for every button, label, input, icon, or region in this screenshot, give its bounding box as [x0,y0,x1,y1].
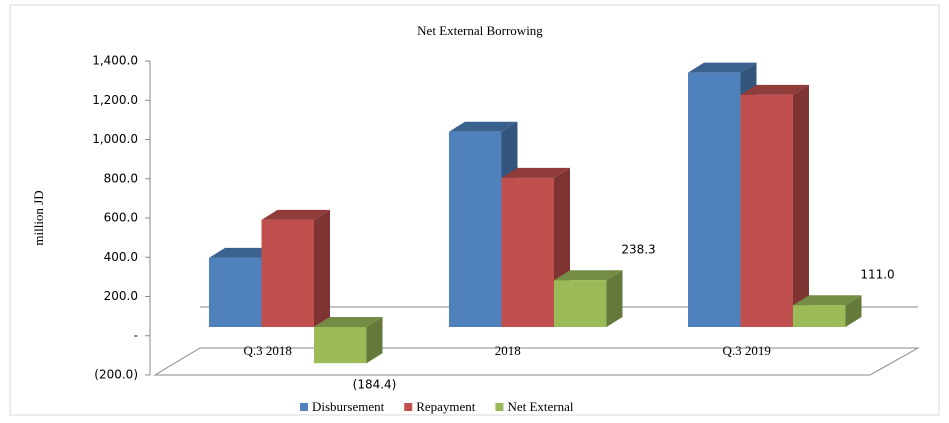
legend-swatch [300,403,308,411]
y-tick-label: 200.0 [104,289,138,303]
data-label: 238.3 [621,243,655,257]
bar-top [554,270,623,281]
x-tick-label: Q.3 2019 [723,343,771,358]
bar [793,305,846,327]
bar-top [688,62,757,73]
bar-top [793,295,862,306]
x-tick-label: 2018 [495,343,521,358]
y-tick-label: (200.0) [94,368,138,382]
bar-top [209,247,278,258]
y-tick-label: 1,000.0 [92,132,138,146]
bar-side [314,209,330,327]
data-label: (184.4) [353,378,397,392]
floor [153,347,920,376]
legend-label: Repayment [416,399,476,414]
y-tick-label: 800.0 [104,171,138,185]
bar [740,94,793,328]
y-tick-label: 1,400.0 [92,54,138,68]
bar [261,219,314,327]
y-tick-label: - [134,328,138,342]
bar [314,327,367,364]
bar [449,131,502,327]
y-tick-label: 400.0 [104,250,138,264]
legend-label: Net External [507,399,573,414]
bar-top [449,121,518,132]
data-label: 111.0 [860,268,894,282]
x-tick-label: Q.3 2018 [244,343,292,358]
chart-title: Net External Borrowing [417,23,543,38]
bar [688,72,741,327]
bar-top [740,84,809,95]
chart-frame [9,4,940,416]
bar [209,257,262,327]
legend-label: Disbursement [312,399,385,414]
bar-top [501,167,570,178]
bar [554,280,607,327]
bar-side [793,84,809,328]
bar-side [845,295,862,327]
legend-swatch [495,403,504,411]
legend-swatch [404,403,413,411]
bar [501,177,554,327]
bar-side [606,270,623,327]
bar-top [261,209,330,220]
bar-top [314,317,383,327]
bar-side [366,317,383,364]
y-axis-label: million JD [31,190,46,245]
y-tick-label: 1,200.0 [92,93,138,107]
y-tick-label: 600.0 [104,211,138,225]
